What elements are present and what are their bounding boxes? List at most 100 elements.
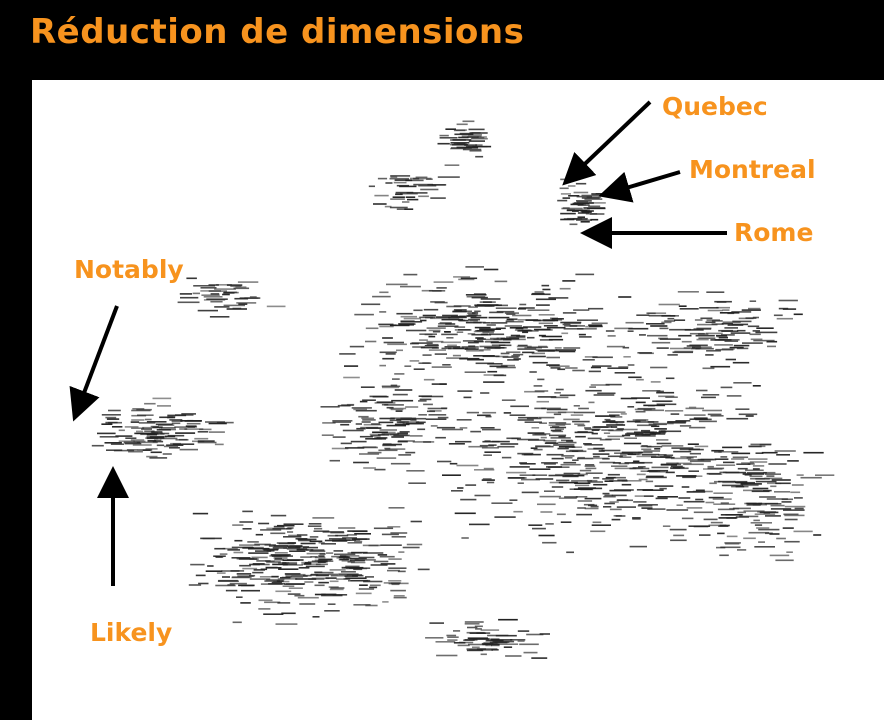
word-mark <box>389 206 408 209</box>
word-mark <box>340 423 350 426</box>
word-mark <box>441 318 464 321</box>
word-mark <box>404 365 412 367</box>
word-mark <box>714 344 733 346</box>
word-mark <box>446 337 454 339</box>
word-mark <box>355 409 377 412</box>
word-mark <box>694 319 703 321</box>
word-mark <box>555 423 571 425</box>
word-mark <box>531 657 548 659</box>
word-mark <box>666 509 689 511</box>
word-mark <box>453 305 471 307</box>
word-mark <box>484 440 491 442</box>
word-mark <box>481 447 499 449</box>
word-mark <box>266 561 281 563</box>
word-mark <box>521 491 539 494</box>
word-mark <box>308 578 325 580</box>
word-mark <box>413 177 420 180</box>
word-mark <box>471 333 492 336</box>
word-mark <box>394 373 405 375</box>
word-mark <box>282 564 303 566</box>
word-mark <box>123 441 141 444</box>
word-mark <box>452 354 461 357</box>
word-mark <box>705 501 715 504</box>
word-mark <box>217 580 239 582</box>
word-mark <box>737 467 748 470</box>
word-mark <box>186 277 197 280</box>
word-mark <box>436 426 456 429</box>
word-mark <box>437 142 450 145</box>
word-mark <box>703 468 723 470</box>
word-mark <box>405 422 424 425</box>
word-mark <box>396 349 403 352</box>
word-mark <box>634 431 655 434</box>
word-mark <box>125 437 137 439</box>
word-mark <box>459 357 480 360</box>
word-mark <box>392 393 408 396</box>
word-mark <box>533 328 551 331</box>
word-mark <box>347 542 362 544</box>
word-mark <box>572 420 590 423</box>
word-mark <box>234 539 243 542</box>
word-mark <box>481 479 495 481</box>
word-mark <box>577 212 590 214</box>
word-mark <box>546 453 564 456</box>
word-mark <box>405 179 424 182</box>
word-mark <box>451 144 469 146</box>
word-mark <box>382 443 402 446</box>
word-mark <box>140 433 149 436</box>
word-mark <box>484 451 501 453</box>
word-mark <box>430 197 446 199</box>
word-mark <box>678 497 691 499</box>
word-mark <box>742 484 759 487</box>
word-mark <box>166 444 184 446</box>
word-mark <box>578 407 589 410</box>
word-mark <box>445 331 451 333</box>
word-mark <box>537 350 555 352</box>
word-mark <box>403 273 418 276</box>
word-mark <box>382 601 389 603</box>
word-mark <box>456 419 472 421</box>
word-mark <box>447 639 458 641</box>
word-mark <box>588 324 603 326</box>
word-mark <box>627 406 635 408</box>
word-mark <box>418 362 432 364</box>
word-mark <box>548 338 564 341</box>
word-mark <box>270 554 291 556</box>
word-mark <box>590 366 601 369</box>
word-mark <box>266 305 286 308</box>
word-mark <box>759 496 776 498</box>
word-mark <box>379 429 397 431</box>
word-mark <box>264 601 281 604</box>
word-mark <box>310 574 319 576</box>
word-mark <box>330 531 345 534</box>
word-mark <box>722 481 735 484</box>
word-mark <box>447 344 457 347</box>
word-mark <box>426 340 444 343</box>
word-mark <box>561 455 575 457</box>
word-mark <box>274 559 284 561</box>
word-mark <box>718 480 736 483</box>
word-mark <box>781 498 793 501</box>
word-mark <box>239 544 260 546</box>
word-mark <box>249 578 271 580</box>
word-mark <box>677 291 699 293</box>
word-mark <box>713 492 733 494</box>
word-mark <box>354 540 363 543</box>
word-mark <box>732 361 750 364</box>
word-mark <box>538 334 546 337</box>
word-mark <box>479 349 491 351</box>
word-mark <box>192 440 205 443</box>
word-mark <box>358 415 369 418</box>
word-mark <box>497 643 519 645</box>
word-mark <box>303 574 312 577</box>
word-mark <box>687 443 699 445</box>
word-mark <box>329 580 339 583</box>
word-mark <box>722 446 743 449</box>
word-mark <box>431 347 439 349</box>
word-mark <box>628 376 642 379</box>
word-mark <box>437 416 449 419</box>
word-mark <box>277 602 291 604</box>
word-mark <box>498 618 518 621</box>
word-mark <box>569 223 578 226</box>
word-mark <box>709 482 717 485</box>
